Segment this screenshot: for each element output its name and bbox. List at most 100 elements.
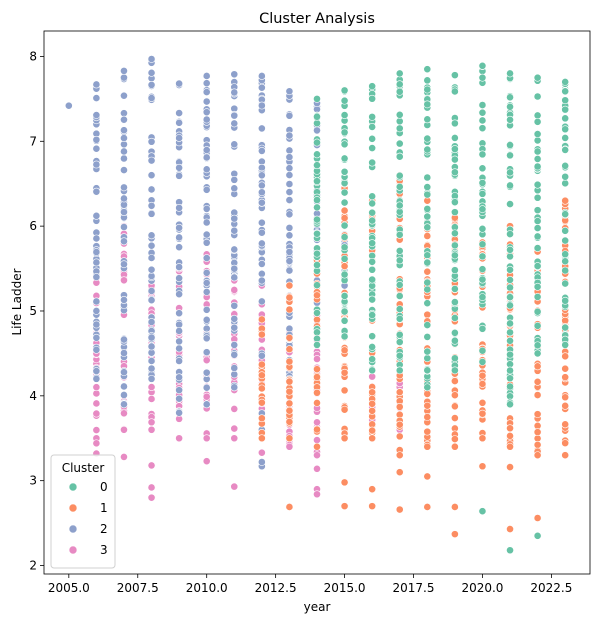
data-point	[506, 293, 514, 302]
data-point	[423, 278, 432, 287]
data-point	[533, 349, 542, 358]
data-point	[340, 243, 349, 252]
data-point	[92, 297, 101, 306]
data-point	[561, 373, 570, 382]
data-point	[340, 292, 349, 300]
data-point	[147, 342, 156, 351]
data-point	[561, 352, 570, 361]
data-point	[478, 398, 487, 407]
data-point	[313, 373, 321, 381]
data-point	[257, 351, 266, 360]
y-tick-label: 2	[29, 559, 37, 573]
data-point	[395, 366, 404, 375]
data-point	[423, 401, 432, 410]
data-point	[340, 140, 349, 149]
data-point	[478, 346, 487, 355]
data-point	[120, 73, 128, 82]
y-axis: 2 3 4 5 6 7 8	[29, 49, 44, 573]
data-point	[533, 362, 542, 371]
data-point	[285, 223, 294, 232]
data-point	[533, 321, 542, 330]
data-point	[533, 451, 542, 460]
data-point	[340, 316, 349, 325]
data-point	[120, 223, 128, 231]
data-point	[450, 119, 459, 128]
data-point	[285, 164, 294, 173]
data-point	[533, 73, 542, 82]
data-point	[368, 366, 377, 375]
data-point	[257, 276, 266, 285]
data-point	[423, 115, 432, 124]
data-point	[175, 408, 184, 417]
data-point	[478, 507, 487, 516]
legend-entries: 0 1 2 3	[68, 480, 108, 557]
data-point	[285, 377, 294, 386]
data-point	[257, 171, 266, 180]
data-point	[120, 91, 128, 100]
data-point	[450, 336, 459, 345]
data-point	[92, 135, 101, 144]
data-point	[395, 80, 404, 89]
data-point	[202, 268, 211, 277]
data-point	[506, 283, 514, 292]
data-point	[423, 183, 432, 191]
data-point	[506, 265, 514, 274]
data-point	[506, 424, 514, 433]
data-point	[230, 314, 239, 323]
data-point	[175, 386, 184, 395]
data-point	[313, 126, 321, 135]
data-point	[533, 224, 542, 232]
data-point	[506, 168, 514, 177]
data-point	[202, 305, 211, 314]
data-point	[395, 330, 404, 339]
data-point	[285, 131, 294, 140]
data-point	[368, 406, 377, 415]
data-point	[395, 201, 404, 210]
data-point	[561, 341, 570, 349]
data-point	[285, 442, 294, 451]
data-point	[561, 323, 570, 332]
data-point	[395, 139, 404, 148]
data-point	[368, 94, 377, 103]
data-point	[313, 177, 321, 186]
data-point	[561, 146, 570, 154]
data-point	[506, 245, 514, 254]
data-point	[147, 493, 156, 502]
data-point	[533, 155, 542, 163]
data-point	[257, 371, 266, 380]
data-point	[450, 145, 459, 153]
data-point	[120, 276, 128, 285]
data-point	[395, 338, 404, 346]
data-point	[120, 109, 128, 118]
data-point	[340, 86, 349, 95]
data-point	[92, 187, 101, 196]
data-point	[257, 147, 266, 155]
data-point	[230, 341, 239, 349]
data-point	[478, 265, 487, 274]
data-point	[257, 188, 266, 197]
data-point	[313, 425, 321, 434]
data-point	[340, 154, 349, 163]
data-point	[313, 261, 321, 269]
data-point	[423, 85, 432, 94]
data-point	[395, 388, 404, 397]
data-point	[257, 448, 266, 457]
x-tick-label: 2005.0	[48, 581, 90, 595]
data-point	[395, 69, 404, 78]
data-point	[175, 309, 184, 318]
legend-label: 1	[100, 501, 108, 515]
data-point	[533, 162, 542, 171]
data-point	[230, 226, 239, 235]
data-point	[202, 279, 211, 287]
y-tick-label: 5	[29, 304, 37, 318]
data-point	[92, 367, 101, 375]
data-point	[450, 503, 459, 511]
data-point	[175, 171, 184, 180]
data-point	[257, 434, 266, 443]
data-point	[230, 405, 239, 413]
data-point	[561, 266, 570, 275]
data-point	[368, 311, 377, 319]
data-point	[313, 399, 321, 407]
data-point	[395, 432, 404, 441]
